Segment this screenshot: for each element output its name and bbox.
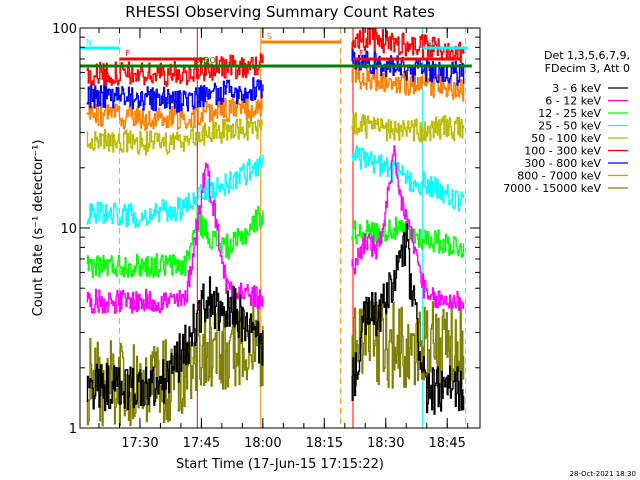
x-tick-label: 17:45 [183,436,220,451]
legend-label: 12 - 25 keV [538,107,601,120]
flag-label: N [429,38,435,47]
y-tick-label: 10 [60,222,77,237]
legend-label: 3 - 6 keV [552,82,601,95]
legend-label: 7000 - 15000 keV [503,182,601,195]
legend: Det 1,3,5,6,7,9,FDecim 3, Att 0 3 - 6 keV… [503,49,630,195]
legend-label: 6 - 12 keV [545,95,601,108]
x-axis: 17:30 17:45 18:00 18:15 18:30 18:45 [98,28,469,451]
series-trace [86,205,264,278]
series-trace [86,77,264,113]
series-trace [86,95,264,131]
legend-header: Det 1,3,5,6,7,9, [544,49,630,62]
x-tick-label: 18:30 [367,436,404,451]
series-trace [86,154,264,229]
y-tick-label: 1 [69,422,77,437]
y-tick-label: 100 [52,22,77,37]
legend-label: 300 - 800 keV [524,157,601,170]
chart-title: RHESSI Observing Summary Count Rates [125,3,435,21]
series-trace [86,276,264,412]
y-axis-label: Count Rate (s⁻¹ detector⁻¹) [31,140,46,317]
flag-label: ADO [198,56,216,65]
footer-date: 28-Oct-2021 18:30 [570,470,636,478]
x-tick-label: 17:30 [121,436,158,451]
flag-label: F [359,49,364,58]
x-tick-label: 18:15 [306,436,343,451]
series-trace [351,27,465,63]
legend-label: 100 - 300 keV [524,145,601,158]
x-tick-label: 18:00 [244,436,281,451]
series-trace [86,300,264,427]
flag-label: N [86,38,92,47]
legend-label: 800 - 7000 keV [517,170,601,183]
series-trace [86,115,264,156]
legend-label: 50 - 100 keV [531,132,601,145]
x-tick-label: 18:45 [428,436,465,451]
series-trace [351,145,465,211]
series-trace [351,145,465,311]
flag-label: F [125,49,130,58]
x-axis-label: Start Time (17-Jun-15 17:15:22) [176,457,384,472]
plot-area: N N F F S ADO [80,27,472,428]
legend-label: 25 - 50 keV [538,120,601,133]
flag-label: S [267,32,272,41]
y-axis: 1 10 100 [52,22,480,437]
series-trace [351,49,465,86]
legend-header: FDecim 3, Att 0 [545,62,630,75]
series-trace [351,223,465,415]
series-trace [351,112,465,143]
